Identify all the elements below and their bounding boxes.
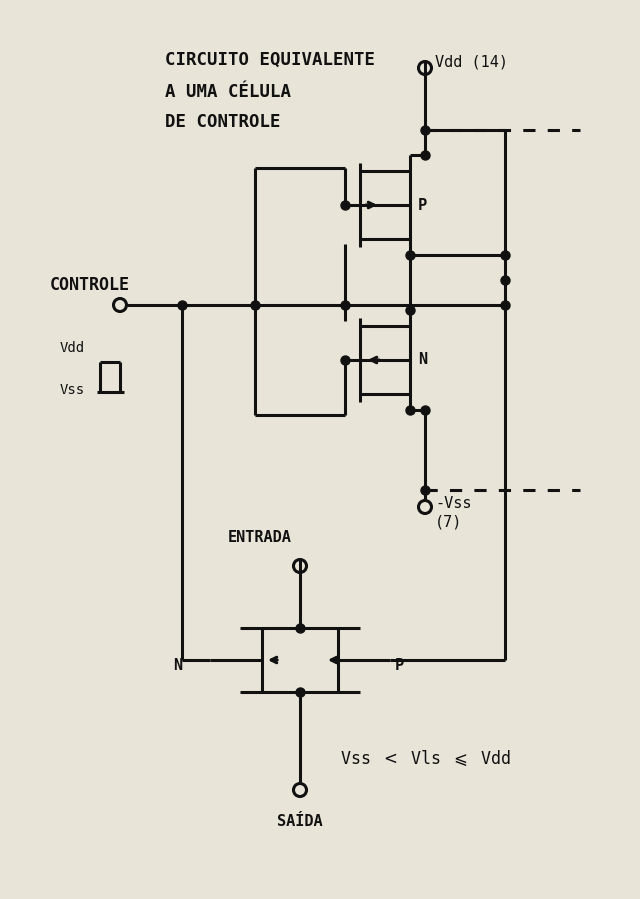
- Text: CONTROLE: CONTROLE: [50, 276, 130, 294]
- Text: SAÍDA: SAÍDA: [277, 814, 323, 830]
- Text: Vdd: Vdd: [60, 341, 85, 355]
- Text: Vss $<$ Vls $\leqslant$ Vdd: Vss $<$ Vls $\leqslant$ Vdd: [340, 748, 511, 768]
- Text: Vdd (14): Vdd (14): [435, 55, 508, 69]
- Text: P: P: [418, 198, 427, 212]
- Text: N: N: [173, 657, 182, 672]
- Text: Vss: Vss: [60, 383, 85, 397]
- Text: (7): (7): [435, 514, 462, 530]
- Text: P: P: [395, 657, 404, 672]
- Text: -Vss: -Vss: [435, 496, 472, 512]
- Text: ENTRADA: ENTRADA: [228, 530, 292, 546]
- Text: A UMA CÉLULA: A UMA CÉLULA: [165, 83, 291, 101]
- Text: CIRCUITO EQUIVALENTE: CIRCUITO EQUIVALENTE: [165, 51, 375, 69]
- Text: N: N: [418, 352, 427, 368]
- Text: DE CONTROLE: DE CONTROLE: [165, 113, 280, 131]
